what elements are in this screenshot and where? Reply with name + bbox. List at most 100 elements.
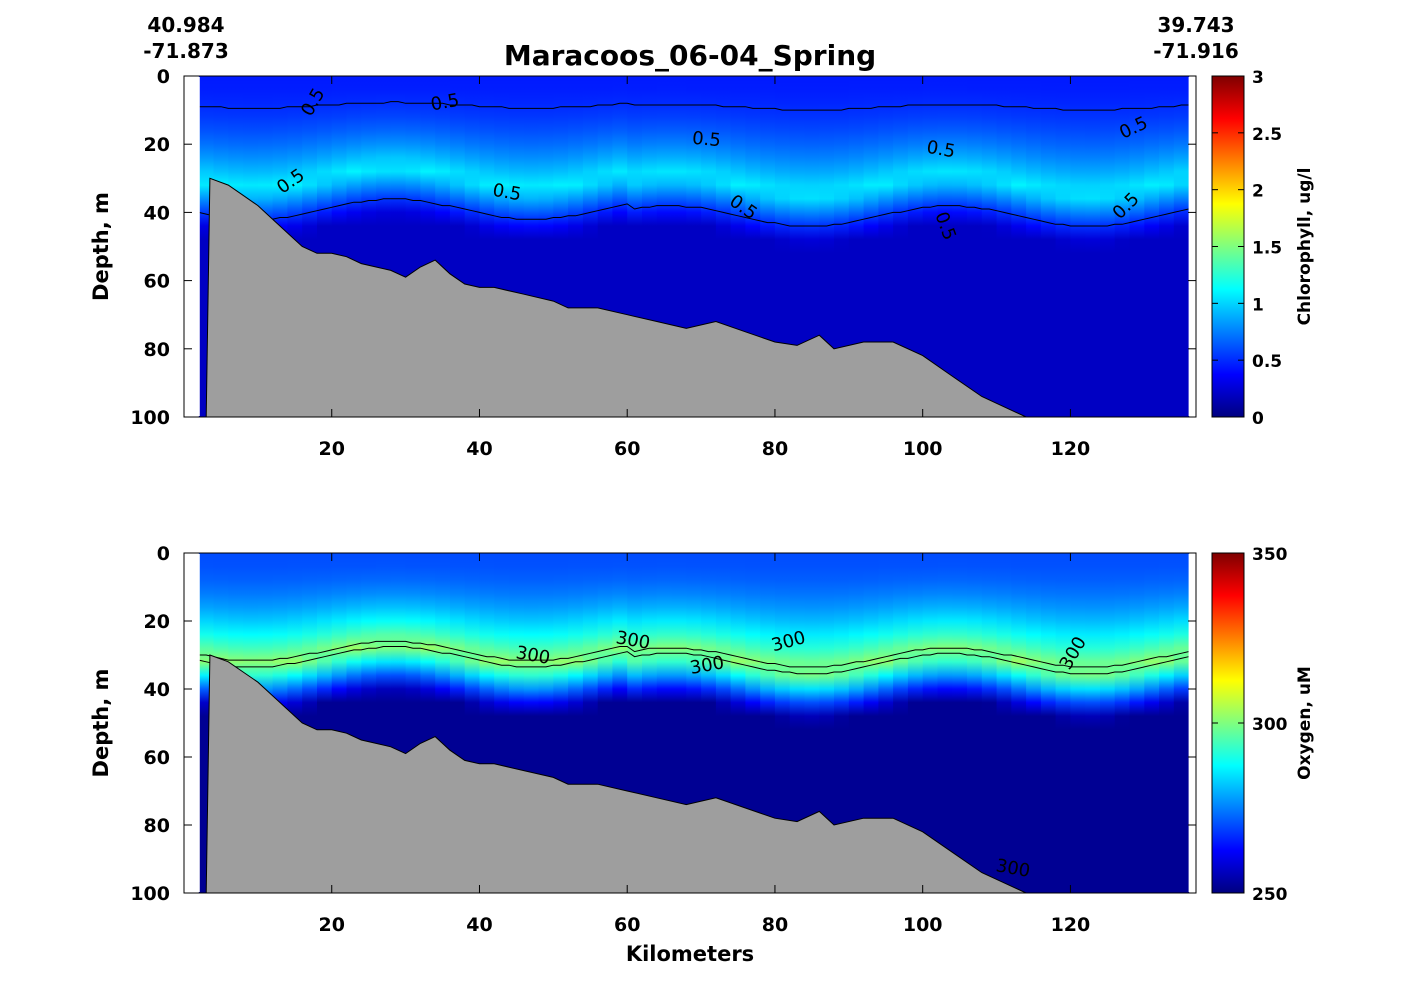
y-tick-label: 40 (144, 202, 170, 224)
x-tick-label: 120 (1051, 438, 1091, 460)
x-tick-label: 40 (466, 914, 492, 936)
heat-cell (1055, 76, 1071, 417)
heat-cell (745, 76, 761, 417)
start-lat: 40.984 (147, 13, 224, 37)
heat-cell (1011, 76, 1027, 417)
y-tick-label: 100 (130, 407, 170, 429)
heat-cell (1173, 76, 1190, 417)
heat-cell (922, 553, 939, 893)
heat-cell (1070, 553, 1086, 893)
no-data-strip (1188, 554, 1195, 892)
heat-cell (1114, 553, 1131, 893)
heat-cell (1070, 76, 1086, 417)
colorbar-label: Oxygen, uM (1295, 666, 1315, 780)
heat-cell (922, 76, 939, 417)
colorbar-tick-label: 1.5 (1252, 239, 1282, 259)
contour-label: 0.5 (925, 137, 957, 163)
y-tick-label: 20 (144, 611, 170, 633)
colorbar-tick-label: 2 (1252, 182, 1264, 202)
y-tick-label: 80 (144, 339, 170, 361)
contour-label: 0.5 (691, 128, 721, 151)
heat-cell (1011, 553, 1027, 893)
y-tick-label: 60 (144, 271, 170, 293)
y-tick-label: 100 (130, 883, 170, 905)
colorbar-tick-label: 250 (1252, 885, 1288, 905)
contour-label: 0.5 (429, 90, 461, 116)
heat-cell (1040, 553, 1057, 893)
heat-cell (774, 553, 791, 893)
heat-cell (878, 553, 894, 893)
heat-cell (834, 76, 850, 417)
heat-cell (848, 553, 865, 893)
bathymetry (205, 654, 1196, 894)
heat-cell (819, 76, 835, 417)
no-data-strip (1188, 77, 1195, 416)
heat-cell (804, 76, 820, 417)
x-tick-label: 100 (903, 914, 943, 936)
colorbar-tick-label: 0 (1252, 409, 1264, 429)
heat-cell (907, 553, 924, 893)
colorbar-tick-label: 2.5 (1252, 125, 1282, 145)
heat-cell (1085, 553, 1101, 893)
y-tick-label: 80 (144, 815, 170, 837)
heat-cell (1129, 76, 1145, 417)
heat-cell (1129, 553, 1145, 893)
no-data-strip (185, 77, 200, 416)
contour-lower (198, 198, 1189, 227)
heat-cell (848, 76, 865, 417)
heat-cell (1173, 553, 1190, 893)
y-tick-label: 60 (144, 747, 170, 769)
heat-cell (774, 76, 791, 417)
heat-cell (996, 553, 1012, 893)
heat-cell (981, 76, 998, 417)
heat-cell (893, 76, 909, 417)
end-lon: -71.916 (1153, 39, 1238, 63)
heat-cell (760, 553, 776, 893)
start-lon: -71.873 (143, 39, 228, 63)
y-axis-label: Depth, m (89, 669, 113, 778)
y-axis-label: Depth, m (89, 192, 113, 301)
heat-cell (1055, 553, 1071, 893)
heat-cell (878, 76, 894, 417)
y-tick-label: 0 (157, 543, 170, 565)
heat-cell (819, 553, 835, 893)
colorbar-tick-label: 300 (1252, 715, 1288, 735)
heat-cell (789, 553, 806, 893)
heat-cell (1114, 76, 1131, 417)
colorbar-tick-label: 1 (1252, 295, 1264, 315)
contour-upper (198, 101, 1189, 111)
x-tick-label: 60 (614, 914, 640, 936)
y-tick-label: 20 (144, 134, 170, 156)
heat-cell (863, 553, 879, 893)
heat-cell (1159, 553, 1175, 893)
heat-cell (789, 76, 806, 417)
heat-cell (1026, 76, 1042, 417)
heat-cell (967, 553, 983, 893)
contour-lower (198, 646, 1189, 675)
no-data-strip (185, 554, 200, 892)
end-lat: 39.743 (1157, 13, 1234, 37)
x-tick-label: 100 (903, 438, 943, 460)
heat-cell (1026, 553, 1042, 893)
heat-cell (1159, 76, 1175, 417)
heat-cell (937, 553, 953, 893)
contour-upper (198, 640, 1189, 668)
axes-frame (183, 75, 1197, 418)
heat-cell (863, 76, 879, 417)
heat-cell (1144, 553, 1160, 893)
bathymetry (205, 177, 1196, 418)
heat-cell (760, 76, 776, 417)
heat-cell (937, 76, 953, 417)
y-tick-label: 40 (144, 679, 170, 701)
contour-label: 0.5 (491, 180, 523, 206)
heat-cell (952, 76, 968, 417)
figure-title: Maracoos_06-04_Spring (504, 39, 876, 72)
x-tick-label: 80 (762, 914, 788, 936)
heat-cell (745, 553, 761, 893)
heat-cell (834, 553, 850, 893)
heat-cell (1100, 553, 1116, 893)
axes-frame (183, 552, 1197, 894)
x-tick-label: 60 (614, 438, 640, 460)
colorbar-tick-label: 0.5 (1252, 352, 1282, 372)
